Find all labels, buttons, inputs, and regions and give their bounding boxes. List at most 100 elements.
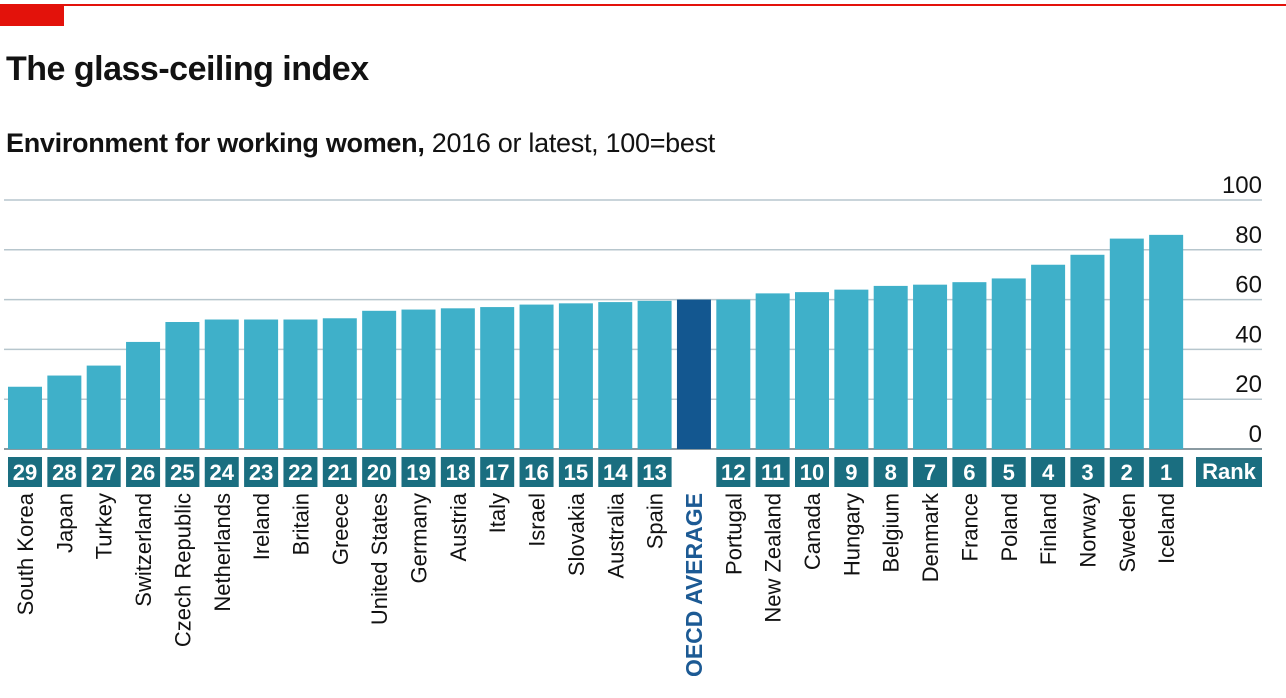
bar xyxy=(204,319,239,449)
rank-box xyxy=(440,457,475,487)
bar xyxy=(244,319,279,449)
bar xyxy=(755,293,790,449)
rank-box xyxy=(1149,457,1184,487)
bar xyxy=(558,303,593,449)
rank-label: 19 xyxy=(406,460,430,485)
rank-label: 26 xyxy=(131,460,155,485)
rank-label: 8 xyxy=(885,460,897,485)
rank-box xyxy=(755,457,790,487)
category-label: Germany xyxy=(407,493,432,583)
subtitle-rest: 2016 or latest, 100=best xyxy=(424,128,716,158)
rank-box xyxy=(1031,457,1066,487)
rank-box xyxy=(913,457,948,487)
bar xyxy=(86,365,121,449)
y-tick-label: 100 xyxy=(1222,172,1262,199)
category-label: OECD AVERAGE xyxy=(681,493,707,677)
rank-label: 21 xyxy=(328,460,352,485)
bar xyxy=(637,300,672,449)
rank-box xyxy=(244,457,279,487)
rank-label: 11 xyxy=(761,460,784,485)
category-label: Israel xyxy=(525,493,550,547)
category-label: Norway xyxy=(1075,493,1100,568)
bar xyxy=(1109,238,1144,449)
chart-title: The glass-ceiling index xyxy=(6,50,369,88)
rank-label: 15 xyxy=(564,460,588,485)
bar xyxy=(165,322,200,449)
rank-box xyxy=(322,457,357,487)
category-label: Slovakia xyxy=(564,492,589,576)
category-label: Portugal xyxy=(721,493,746,575)
rank-label: 3 xyxy=(1081,460,1093,485)
rank-label: 20 xyxy=(367,460,391,485)
rank-box xyxy=(401,457,436,487)
category-label: Turkey xyxy=(92,493,117,559)
bar xyxy=(598,302,633,449)
rank-label: 29 xyxy=(13,460,37,485)
category-label: Britain xyxy=(288,493,313,555)
rank-label: 5 xyxy=(1003,460,1015,485)
category-label: New Zealand xyxy=(761,493,786,623)
category-label: Austria xyxy=(446,492,471,561)
rank-box xyxy=(873,457,908,487)
y-tick-label: 80 xyxy=(1235,222,1262,249)
category-label: Iceland xyxy=(1154,493,1179,564)
y-tick-label: 0 xyxy=(1249,421,1262,448)
category-label: Japan xyxy=(52,493,77,553)
bar xyxy=(126,341,161,449)
category-label: Czech Republic xyxy=(170,493,195,647)
rank-box xyxy=(47,457,82,487)
category-label: Finland xyxy=(1036,493,1061,565)
rank-box xyxy=(716,457,751,487)
rank-label: 27 xyxy=(91,460,115,485)
rank-box xyxy=(165,457,200,487)
rank-box xyxy=(637,457,672,487)
category-label: Canada xyxy=(800,492,825,570)
bar xyxy=(401,309,436,449)
rank-label: 28 xyxy=(52,460,76,485)
rank-label: 10 xyxy=(800,460,824,485)
rank-box xyxy=(834,457,869,487)
category-label: Australia xyxy=(603,492,628,578)
bar xyxy=(991,278,1026,449)
rank-label: 7 xyxy=(924,460,936,485)
category-label: Denmark xyxy=(918,492,943,582)
bar xyxy=(8,386,42,449)
rank-label: 25 xyxy=(170,460,194,485)
category-label: Spain xyxy=(643,493,668,549)
rank-header-box xyxy=(1196,457,1262,487)
bar xyxy=(952,282,987,449)
rank-box xyxy=(1070,457,1105,487)
rank-label: 16 xyxy=(524,460,548,485)
rank-header: Rank xyxy=(1202,459,1257,484)
rank-label: 17 xyxy=(485,460,509,485)
rank-label: 2 xyxy=(1121,460,1133,485)
category-label: Ireland xyxy=(249,493,274,560)
y-tick-label: 20 xyxy=(1235,371,1262,398)
bar xyxy=(676,299,711,449)
category-label: Greece xyxy=(328,493,353,565)
rank-box xyxy=(362,457,397,487)
bar xyxy=(283,319,318,449)
bar xyxy=(873,285,908,449)
chart-subtitle: Environment for working women, 2016 or l… xyxy=(6,128,715,159)
bar xyxy=(519,304,554,449)
bar xyxy=(47,375,82,449)
rank-box xyxy=(991,457,1026,487)
rank-box xyxy=(8,457,42,487)
y-tick-label: 40 xyxy=(1235,321,1262,348)
rank-label: 4 xyxy=(1042,460,1055,485)
rank-box xyxy=(1109,457,1144,487)
rank-box xyxy=(952,457,987,487)
category-label: Italy xyxy=(485,493,510,533)
rank-box xyxy=(598,457,633,487)
bar xyxy=(1070,254,1105,449)
rank-label: 6 xyxy=(963,460,975,485)
subtitle-bold: Environment for working women, xyxy=(6,128,425,158)
rank-label: 1 xyxy=(1160,460,1172,485)
bar xyxy=(1149,234,1184,449)
rank-box xyxy=(126,457,161,487)
category-label: Belgium xyxy=(879,493,904,572)
bar xyxy=(716,299,751,449)
bar xyxy=(1031,264,1066,449)
